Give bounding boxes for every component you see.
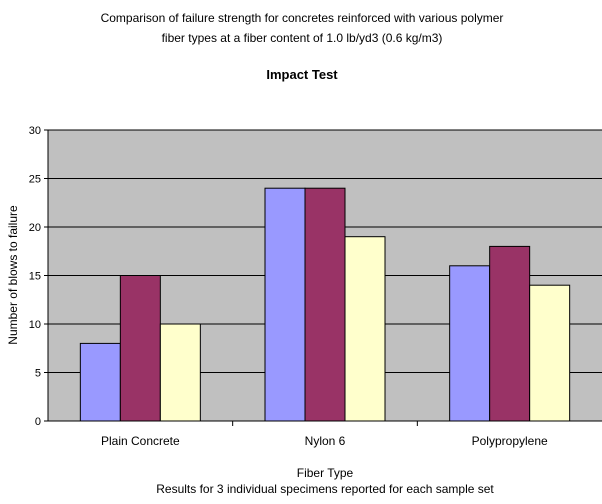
y-tick-label: 10: [29, 319, 41, 331]
bar: [120, 276, 160, 422]
y-tick-label: 5: [35, 368, 41, 380]
chart-subtitle: Impact Test: [266, 67, 338, 82]
x-tick-label: Plain Concrete: [101, 434, 180, 448]
bar: [265, 188, 305, 421]
y-tick-label: 15: [29, 271, 41, 283]
bar: [345, 237, 385, 421]
chart-title-line-2: fiber types at a fiber content of 1.0 lb…: [162, 31, 443, 45]
y-tick-label: 20: [29, 222, 41, 234]
x-axis-label: Fiber Type: [297, 466, 354, 480]
bar: [80, 343, 120, 421]
chart-footnote: Results for 3 individual specimens repor…: [156, 482, 494, 496]
x-tick-label: Nylon 6: [305, 434, 346, 448]
y-tick-label: 0: [35, 416, 41, 428]
x-tick-label: Polypropylene: [472, 434, 548, 448]
bar: [160, 324, 200, 421]
bar: [305, 188, 345, 421]
bar: [490, 246, 530, 421]
y-axis-label: Number of blows to failure: [6, 205, 20, 345]
chart-title-line-1: Comparison of failure strength for concr…: [101, 11, 504, 25]
bar: [450, 266, 490, 421]
bar: [530, 285, 570, 421]
y-tick-label: 25: [29, 174, 41, 186]
y-tick-label: 30: [29, 125, 41, 137]
